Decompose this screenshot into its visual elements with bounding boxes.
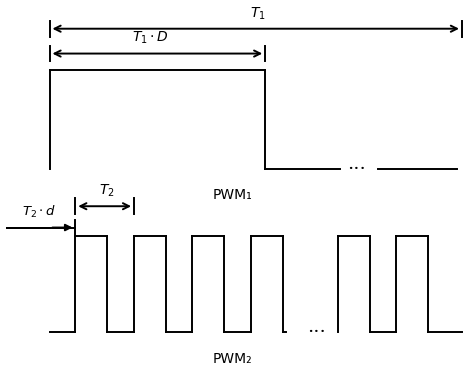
Text: $T_2$: $T_2$ [99, 183, 115, 199]
Text: $T_1$: $T_1$ [250, 5, 266, 22]
Text: $T_2 \cdot d$: $T_2 \cdot d$ [21, 204, 56, 220]
Text: PWM₁: PWM₁ [212, 188, 252, 203]
Text: ...: ... [347, 155, 366, 173]
Text: ...: ... [307, 318, 326, 336]
Text: PWM₂: PWM₂ [212, 352, 252, 366]
Text: $T_1 \cdot D$: $T_1 \cdot D$ [132, 30, 169, 46]
